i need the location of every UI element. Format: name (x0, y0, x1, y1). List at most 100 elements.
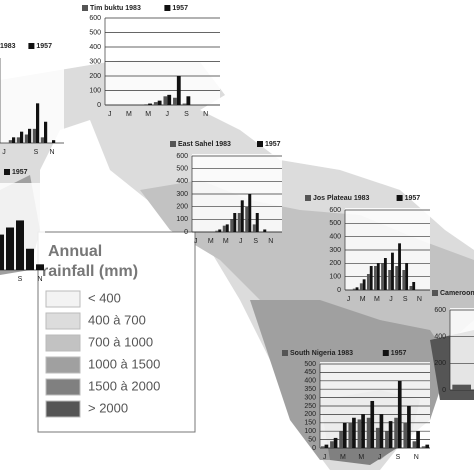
y-tick-label: 150 (304, 420, 316, 427)
x-tick-label: S (396, 454, 401, 461)
y-tick-label: 350 (304, 386, 316, 393)
x-tick-label: M (126, 111, 132, 118)
x-tick-label: M (360, 296, 366, 303)
chart-bg (345, 208, 430, 290)
legend-label: > 2000 (88, 400, 128, 415)
bar (252, 224, 256, 232)
legend-label: Cameroon (440, 290, 474, 297)
bar (394, 417, 398, 448)
y-tick-label: 250 (304, 403, 316, 410)
bar (405, 263, 409, 290)
x-tick-label: J (2, 149, 6, 156)
y-tick-label: 500 (329, 220, 341, 227)
bar (403, 422, 408, 448)
legend-swatch (28, 43, 35, 49)
chart-bg (320, 362, 430, 448)
x-tick-label: J (378, 454, 382, 461)
bar-chart: 0 100 200 300 400 500 600 East Sahel 1983 1957 J M… (170, 141, 282, 245)
bar (374, 266, 377, 290)
bar (163, 96, 168, 105)
y-tick-label: 200 (89, 73, 101, 80)
y-tick-label: 600 (89, 15, 101, 22)
bar (385, 431, 389, 448)
bar (361, 414, 365, 448)
bar (20, 131, 24, 143)
bar (409, 286, 413, 290)
bar (28, 128, 32, 143)
legend-swatch (82, 5, 88, 11)
bar (421, 446, 426, 448)
x-tick-label: M (223, 238, 229, 245)
bar (366, 274, 370, 290)
x-tick-label: M (374, 296, 380, 303)
y-tick-label: 200 (304, 411, 316, 418)
bar (0, 234, 4, 270)
y-tick-label: 100 (304, 428, 316, 435)
legend-swatch (257, 141, 263, 147)
bar (348, 422, 353, 448)
legend-swatch (382, 350, 389, 356)
bar (173, 97, 177, 105)
y-tick-label: 450 (304, 369, 316, 376)
y-tick-label: 600 (176, 153, 188, 160)
legend-swatch (45, 334, 81, 352)
y-tick-label: 400 (89, 44, 101, 51)
chart-bg (0, 56, 64, 143)
bar (383, 258, 387, 290)
bar (416, 431, 420, 448)
bar (245, 206, 249, 232)
y-tick-label: 200 (329, 260, 341, 267)
bar (355, 287, 359, 290)
legend-swatch (4, 169, 10, 175)
bar-chart: 0 200 400 600 Cameroon (432, 290, 474, 394)
bar (412, 282, 416, 290)
y-tick-label: 0 (97, 102, 101, 109)
x-tick-label: N (37, 276, 42, 283)
y-tick-label: 200 (434, 360, 446, 367)
bar (240, 200, 244, 232)
bar (375, 427, 380, 448)
bar (6, 227, 14, 270)
x-tick-label: M (340, 454, 346, 461)
bar (398, 243, 401, 290)
legend-label: 400 à 700 (88, 312, 146, 327)
legend-swatch (45, 356, 81, 374)
bar (182, 103, 187, 105)
chart-bg (192, 154, 282, 232)
y-tick-label: 400 (176, 178, 188, 185)
bar (32, 128, 36, 143)
legend-label: 1957 (265, 141, 281, 148)
bar (176, 76, 181, 105)
bar (16, 220, 24, 270)
bar (230, 219, 234, 232)
bar (26, 248, 34, 270)
y-tick-label: 600 (434, 307, 446, 314)
legend-swatch (164, 5, 171, 11)
bar (412, 441, 417, 448)
chart-bg (450, 308, 474, 390)
y-tick-label: 600 (329, 207, 341, 214)
y-tick-label: 300 (89, 58, 101, 65)
legend-swatch (282, 350, 288, 356)
legend-swatch (45, 400, 81, 418)
bar (186, 96, 191, 105)
legend-swatch (45, 290, 81, 308)
bar (370, 400, 375, 448)
legend-label: 1957 (391, 350, 407, 357)
bar (407, 406, 411, 448)
bar (16, 137, 20, 143)
bar (8, 140, 12, 143)
x-tick-label: J (347, 296, 351, 303)
y-tick-label: 300 (329, 247, 341, 254)
bar (320, 446, 325, 448)
legend-label: Tim buktu 1983 (90, 5, 141, 12)
bar (352, 288, 356, 290)
y-tick-label: 400 (434, 334, 446, 341)
y-tick-label: 500 (304, 361, 316, 368)
bar (333, 437, 338, 448)
bar (36, 264, 44, 270)
bar (388, 421, 393, 448)
bar (366, 417, 371, 448)
bar (36, 103, 40, 143)
